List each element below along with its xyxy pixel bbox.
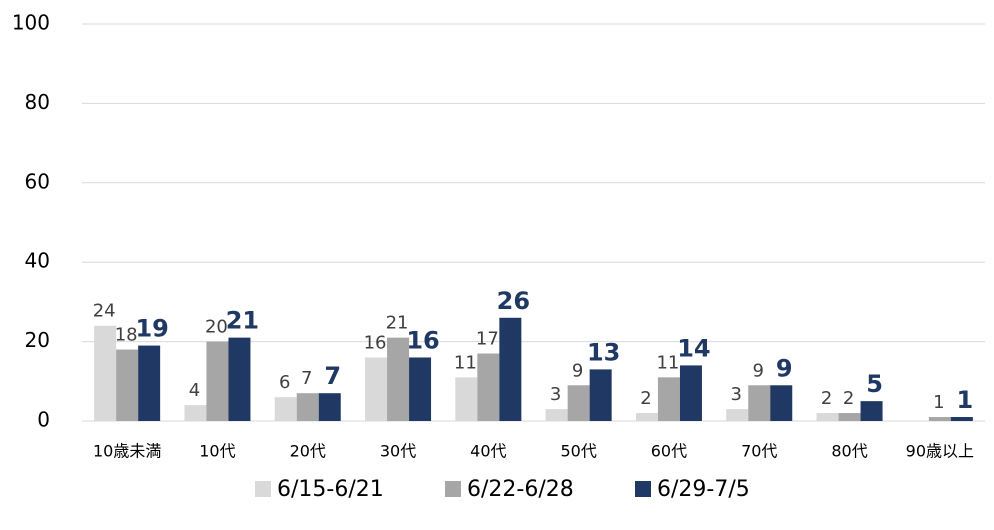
data-label: 14 [677, 334, 710, 362]
bar [274, 397, 297, 421]
bar [770, 385, 793, 421]
legend-label: 6/15-6/21 [277, 477, 384, 502]
x-tick-label: 10代 [199, 442, 235, 461]
bar [679, 365, 702, 421]
data-label: 7 [301, 368, 312, 389]
y-tick-label: 80 [25, 90, 50, 114]
bar [409, 357, 432, 421]
data-label: 1 [956, 386, 973, 414]
bar [860, 401, 883, 421]
data-label: 16 [406, 326, 439, 354]
data-label: 3 [731, 384, 742, 405]
x-tick-label: 90歳以上 [906, 442, 974, 461]
data-label: 26 [497, 287, 530, 315]
bar [116, 349, 139, 421]
legend-swatch [445, 481, 461, 497]
data-label: 1 [933, 392, 944, 413]
data-label: 2 [640, 388, 651, 409]
data-label: 19 [135, 315, 168, 343]
y-tick-label: 40 [25, 249, 50, 273]
bar [657, 377, 680, 421]
legend-label: 6/29-7/5 [657, 477, 750, 502]
legend-swatch [635, 481, 651, 497]
x-tick-label: 50代 [560, 442, 596, 461]
bar [928, 417, 951, 421]
data-label: 7 [324, 362, 341, 390]
data-label: 5 [866, 370, 883, 398]
bar [206, 341, 229, 421]
bar [838, 413, 861, 421]
bar [545, 409, 568, 421]
bar [387, 337, 410, 421]
bar [455, 377, 478, 421]
data-label: 6 [279, 372, 290, 393]
data-label: 11 [656, 352, 679, 373]
x-tick-label: 20代 [290, 442, 326, 461]
x-tick-label: 30代 [380, 442, 416, 461]
bar [365, 357, 388, 421]
x-tick-label: 10歳未満 [93, 442, 161, 461]
bar [138, 345, 161, 421]
data-label: 21 [386, 313, 409, 334]
data-label: 20 [205, 317, 228, 338]
y-tick-label: 20 [25, 328, 50, 352]
data-label: 11 [454, 352, 477, 373]
y-tick-label: 60 [25, 169, 50, 193]
x-tick-label: 60代 [651, 442, 687, 461]
bar [635, 413, 658, 421]
bar [477, 353, 500, 421]
bar [589, 369, 612, 421]
bar [94, 325, 117, 421]
bar [318, 393, 341, 421]
bar [567, 385, 590, 421]
data-label: 21 [226, 307, 259, 335]
x-tick-label: 80代 [831, 442, 867, 461]
data-label: 9 [776, 354, 793, 382]
data-label: 2 [821, 388, 832, 409]
bar [950, 417, 973, 421]
data-label: 3 [550, 384, 561, 405]
bar [228, 337, 251, 421]
data-label: 2 [843, 388, 854, 409]
data-label: 16 [364, 332, 387, 353]
y-tick-label: 100 [12, 11, 50, 35]
bar [184, 405, 207, 421]
data-label: 9 [572, 360, 583, 381]
x-tick-label: 40代 [470, 442, 506, 461]
data-label: 17 [476, 329, 499, 350]
data-label: 18 [115, 325, 138, 346]
y-tick-label: 0 [37, 408, 50, 432]
data-label: 13 [587, 338, 620, 366]
legend-label: 6/22-6/28 [467, 477, 574, 502]
data-label: 4 [189, 380, 200, 401]
bar [816, 413, 839, 421]
x-tick-label: 70代 [741, 442, 777, 461]
bar [726, 409, 749, 421]
legend-swatch [255, 481, 271, 497]
data-label: 24 [93, 301, 116, 322]
data-label: 9 [753, 360, 764, 381]
bar [296, 393, 319, 421]
bar [499, 317, 522, 421]
bar [748, 385, 771, 421]
